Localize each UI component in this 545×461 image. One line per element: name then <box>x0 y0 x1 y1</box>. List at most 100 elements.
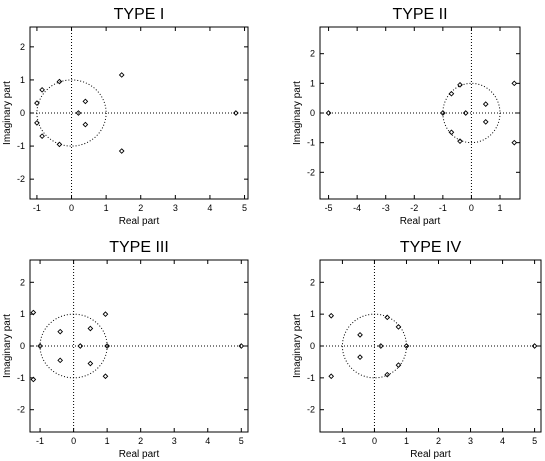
zero-marker <box>482 101 489 107</box>
x-tick-label: 5 <box>242 203 247 213</box>
x-tick-label: -1 <box>338 436 346 446</box>
zero-marker <box>457 138 463 145</box>
zero-marker <box>34 120 40 126</box>
zero-marker <box>56 141 63 148</box>
zero-marker <box>384 371 391 378</box>
x-tick-label: -1 <box>439 203 447 213</box>
y-tick-label: 1 <box>310 309 315 319</box>
x-tick-label: 4 <box>500 436 505 446</box>
x-tick-label: 0 <box>71 436 76 446</box>
subplot-2: TYPE II -5 -4 -3 -2 -1 0 1 -2 -1 0 1 2 Real part Imagi… <box>292 6 521 227</box>
y-tick-label: 0 <box>20 341 25 351</box>
zero-marker <box>395 362 402 368</box>
x-tick-label: 3 <box>173 203 178 213</box>
zero-marker <box>82 98 89 105</box>
plot-title: TYPE III <box>109 239 169 256</box>
zero-marker <box>30 376 37 383</box>
zero-marker <box>57 357 64 364</box>
zero-marker <box>395 324 402 330</box>
zero-marker <box>104 343 110 349</box>
zero-marker <box>39 133 45 139</box>
unit-circle <box>442 82 501 144</box>
x-tick-label: 2 <box>436 436 441 446</box>
zero-marker <box>457 81 463 88</box>
zero-marker <box>440 110 446 116</box>
zero-marker <box>39 87 45 93</box>
x-tick-label: 2 <box>138 436 143 446</box>
zero-marker <box>462 110 469 116</box>
x-tick-label: 0 <box>469 203 474 213</box>
zero-marker <box>77 343 84 349</box>
zero-marker <box>357 354 363 360</box>
y-tick-label: 2 <box>20 277 25 287</box>
x-tick-label: 4 <box>205 436 210 446</box>
zero-marker <box>87 360 94 367</box>
y-tick-label: -2 <box>17 174 25 184</box>
x-tick-label: -2 <box>410 203 418 213</box>
unit-circle <box>341 313 407 379</box>
zero-marker <box>531 343 538 349</box>
y-axis-label: Imaginary part <box>2 81 13 145</box>
zero-marker <box>328 312 335 319</box>
zero-marker <box>325 110 332 116</box>
zero-marker <box>118 72 125 78</box>
y-axis-label: Imaginary part <box>292 314 303 378</box>
unit-circle <box>36 79 107 147</box>
x-tick-label: 5 <box>532 436 537 446</box>
x-axis-label: Real part <box>119 449 160 460</box>
y-tick-label: 0 <box>310 108 315 118</box>
zero-marker <box>56 78 63 85</box>
zero-marker <box>384 314 391 321</box>
zero-marker <box>233 110 239 116</box>
zero-marker <box>34 100 40 106</box>
y-tick-label: 2 <box>20 42 25 52</box>
x-tick-label: -1 <box>33 203 41 213</box>
y-tick-label: 2 <box>310 49 315 59</box>
y-tick-label: -1 <box>17 373 25 383</box>
y-tick-label: -1 <box>307 373 315 383</box>
x-tick-label: 0 <box>69 203 74 213</box>
y-tick-label: -1 <box>17 141 25 151</box>
x-axis-label: Real part <box>400 216 441 227</box>
y-tick-label: -1 <box>307 138 315 148</box>
y-tick-label: 0 <box>20 108 25 118</box>
zero-marker <box>37 343 43 349</box>
y-tick-label: 1 <box>310 78 315 88</box>
plot-title: TYPE IV <box>400 239 462 256</box>
x-tick-label: 5 <box>239 436 244 446</box>
y-axis-label: Imaginary part <box>2 314 13 378</box>
zero-marker <box>403 343 410 349</box>
y-axis-label: Imaginary part <box>292 81 303 145</box>
zero-marker <box>75 110 82 116</box>
subplot-1: TYPE I -1 0 1 2 3 4 5 -2 -1 0 1 2 Real part Imaginary … <box>2 6 249 227</box>
x-tick-label: 3 <box>468 436 473 446</box>
zero-marker <box>448 90 455 97</box>
zero-marker <box>30 309 37 316</box>
x-tick-label: -3 <box>382 203 390 213</box>
subplot-4: TYPE IV -1 0 1 2 3 4 5 -2 -1 0 1 2 Real part Imaginary… <box>292 239 542 460</box>
y-tick-label: 1 <box>20 309 25 319</box>
y-tick-label: 2 <box>310 277 315 287</box>
x-tick-label: 4 <box>207 203 212 213</box>
plot-title: TYPE I <box>114 6 165 23</box>
y-tick-label: 0 <box>310 341 315 351</box>
zero-marker <box>328 373 335 380</box>
zero-marker <box>448 129 455 136</box>
x-tick-label: 0 <box>372 436 377 446</box>
x-tick-label: 1 <box>104 203 109 213</box>
y-tick-label: 1 <box>20 75 25 85</box>
zero-marker <box>482 119 489 125</box>
x-tick-label: 2 <box>138 203 143 213</box>
zero-marker <box>118 148 125 154</box>
plot-title: TYPE II <box>392 6 447 23</box>
x-tick-label: 1 <box>404 436 409 446</box>
x-tick-label: 1 <box>105 436 110 446</box>
zero-marker <box>511 139 518 146</box>
zero-marker <box>82 121 89 128</box>
zero-marker <box>102 373 109 380</box>
x-tick-label: 3 <box>172 436 177 446</box>
x-axis-label: Real part <box>119 216 160 227</box>
zero-marker <box>102 311 109 317</box>
y-tick-label: -2 <box>307 405 315 415</box>
